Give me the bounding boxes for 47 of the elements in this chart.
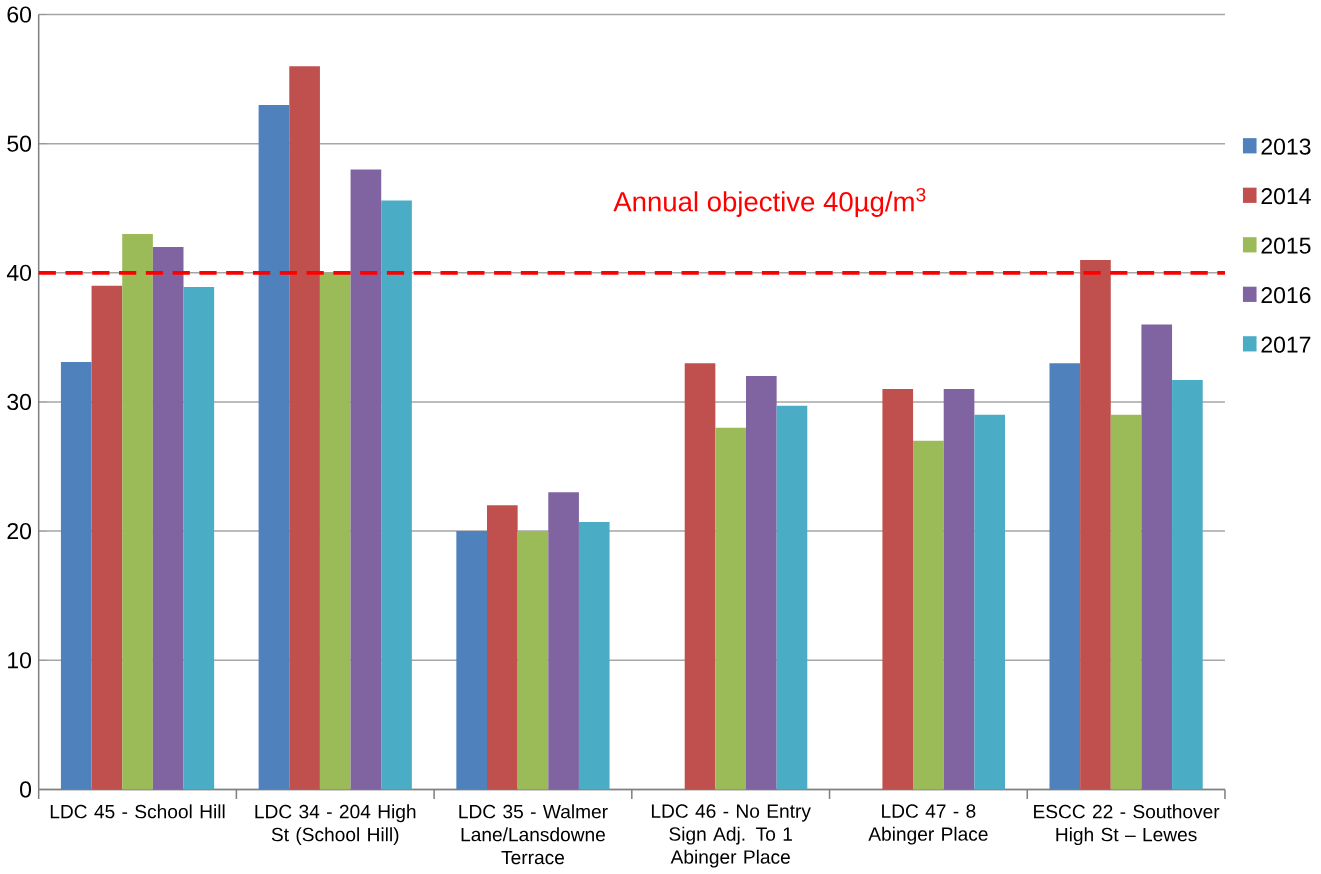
bar: [1172, 380, 1203, 790]
x-tick-label: LDC 47 - 8 Abinger Place: [868, 804, 988, 845]
y-tick-label: 10: [8, 652, 32, 669]
legend-label: 2016: [1261, 287, 1311, 304]
bar: [548, 492, 579, 790]
bar: [456, 531, 487, 790]
bar: [913, 440, 944, 790]
bar: [1080, 259, 1111, 790]
y-tick-label: 40: [6, 264, 32, 281]
bar: [258, 104, 290, 790]
x-tick-label: LDC 35 - Walmer Lane/Lansdowne Terrace: [459, 804, 608, 865]
y-tick-label: 50: [7, 135, 32, 152]
bar: [152, 246, 184, 790]
x-tick-label: LDC 46 - No Entry Sign Adj. To 1 Abinger Place: [651, 804, 811, 868]
bar: [882, 389, 914, 790]
bar: [319, 272, 351, 790]
legend-label: 2017: [1261, 336, 1311, 353]
y-tick-label: 0: [20, 781, 32, 798]
x-tick-label: ESCC 22 - Southover High St – Lewes: [1034, 804, 1220, 846]
bar: [1049, 363, 1081, 790]
x-tick-label: LDC 34 - 204 High St (School Hill): [255, 804, 416, 846]
bar: [578, 522, 610, 790]
y-tick-label: 60: [7, 6, 32, 23]
y-tick-label: 20: [7, 523, 32, 540]
bar: [183, 287, 215, 790]
bar: [289, 66, 320, 790]
bar: [776, 405, 808, 790]
bar: [486, 505, 518, 790]
bar: [350, 169, 382, 790]
bar: [746, 376, 777, 790]
bar: [91, 285, 123, 790]
legend-label: 2014: [1261, 188, 1311, 205]
x-tick-label: LDC 45 - School Hill: [50, 804, 225, 819]
bar: [381, 200, 412, 790]
ref-line-label: Annual objective 40µg/m$^{3}$: [613, 187, 926, 217]
legend-label: 2015: [1261, 237, 1311, 254]
bar: [943, 389, 975, 790]
bar: [122, 234, 153, 790]
bar: [974, 414, 1006, 790]
bar: [1141, 324, 1173, 790]
bar: [60, 361, 92, 790]
bar: [715, 427, 746, 790]
bar: [684, 363, 716, 790]
y-tick-label: 30: [7, 393, 32, 411]
bar: [1110, 414, 1142, 790]
bar: [517, 531, 549, 790]
legend-label: 2013: [1261, 138, 1311, 155]
